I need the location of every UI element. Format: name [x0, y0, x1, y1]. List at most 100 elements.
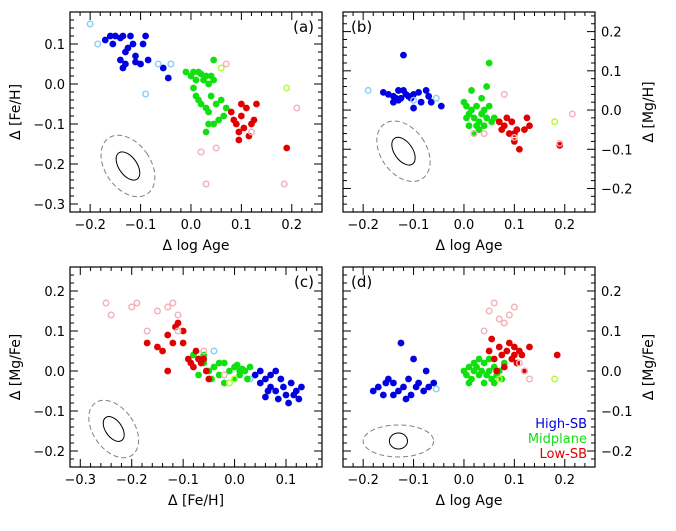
data-point-open-low: [490, 299, 498, 307]
data-points: [364, 51, 576, 153]
data-point-open-low: [520, 367, 528, 375]
data-point-open-low: [202, 180, 210, 188]
data-point-low: [510, 351, 518, 359]
y-tick-label: 0.1: [44, 38, 65, 53]
y-tick-label: −0.3: [33, 198, 65, 213]
data-point-open-mid: [231, 375, 239, 383]
data-point-low: [235, 136, 243, 144]
data-point-high: [397, 339, 405, 347]
data-point-high: [425, 383, 433, 391]
x-tick-label: −0.2: [74, 218, 106, 233]
data-point-high: [417, 98, 425, 106]
x-tick-label: 0.1: [276, 473, 297, 488]
data-point-high: [139, 40, 147, 48]
x-tick-label: 0.0: [224, 473, 245, 488]
data-point-open-low: [293, 104, 301, 112]
data-point-high: [287, 379, 295, 387]
data-point-high: [422, 87, 430, 94]
data-point-low: [516, 145, 523, 153]
data-point-high: [144, 56, 152, 64]
panel-label: (a): [293, 18, 314, 36]
data-point-high: [117, 56, 124, 64]
data-point-mid: [215, 116, 223, 124]
plot-frame: [69, 11, 323, 213]
data-point-open-high: [142, 90, 150, 98]
data-point-high: [285, 399, 292, 407]
data-point-open-low: [480, 130, 488, 138]
y-tick-label: 0.0: [601, 104, 622, 119]
data-point-mid: [220, 359, 228, 367]
data-point-open-low: [174, 311, 182, 319]
error-ellipse-inner: [115, 151, 141, 181]
data-point-high: [274, 395, 282, 403]
plot-frame: [342, 11, 596, 213]
x-tick-label: 0.2: [554, 473, 575, 488]
data-point-high: [129, 40, 137, 48]
data-point-open-low: [133, 299, 141, 307]
data-point-mid: [485, 355, 493, 363]
data-point-mid: [485, 367, 493, 375]
data-point-open-low: [212, 144, 220, 152]
data-point-low: [500, 363, 508, 371]
x-tick-label: 0.2: [281, 218, 302, 233]
data-point-mid: [480, 359, 488, 367]
data-point-low: [553, 351, 561, 359]
x-tick-label: 0.1: [231, 218, 252, 233]
data-point-mid: [470, 114, 478, 122]
data-point-high: [262, 375, 269, 383]
x-tick-label: −0.1: [167, 473, 199, 488]
y-tick-label: 0.0: [44, 365, 65, 380]
data-point-low: [495, 118, 503, 126]
data-point-low: [495, 343, 503, 351]
error-ellipse-outer: [362, 424, 435, 458]
panel-c: −0.3 −0.2 −0.1 0.0 0.1 −0.2 −0.1 0.0 0.1 0.2 Δ [Fe…: [8, 266, 323, 509]
y-axis-label: Δ [Mg/H]: [641, 81, 657, 142]
data-point-low: [192, 347, 200, 355]
data-point-mid: [246, 363, 254, 371]
data-point-low: [526, 343, 533, 351]
x-tick-label: 0.0: [454, 473, 475, 488]
x-axis-label: Δ log Age: [163, 238, 230, 254]
data-point-high: [298, 383, 305, 391]
data-point-mid: [465, 379, 473, 387]
x-tick-label: −0.1: [125, 218, 157, 233]
data-point-open-low: [470, 130, 478, 138]
data-point-mid: [463, 114, 470, 122]
data-point-open-high: [94, 40, 102, 48]
data-point-mid: [190, 84, 197, 92]
y-tick-label: 0.2: [601, 285, 622, 300]
y-tick-label: −0.2: [33, 158, 65, 173]
legend-low-sb: Low-SB: [540, 447, 587, 462]
data-point-low: [179, 327, 187, 335]
legend-midplane: Midplane: [528, 432, 587, 447]
data-point-low: [500, 122, 508, 130]
data-point-open-high: [167, 60, 175, 68]
data-point-high: [407, 391, 415, 399]
data-point-high: [256, 379, 264, 387]
data-point-open-low: [153, 307, 161, 315]
x-tick-label: −0.2: [347, 218, 379, 233]
data-point-open-low: [200, 347, 208, 355]
y-tick-label: −0.2: [33, 445, 65, 460]
data-point-open-low: [515, 359, 523, 367]
data-point-low: [237, 100, 245, 108]
data-point-low: [164, 367, 172, 375]
data-points: [86, 20, 301, 188]
x-tick-label: 0.0: [454, 218, 475, 233]
data-point-open-low: [174, 327, 182, 335]
data-point-mid: [226, 367, 233, 375]
data-point-low: [202, 367, 210, 375]
data-point-high: [262, 393, 269, 401]
plot-frame: [342, 266, 596, 468]
x-tick-label: −0.2: [347, 473, 379, 488]
data-point-mid: [485, 59, 493, 67]
data-point-open-low: [510, 303, 518, 311]
data-point-open-mid: [225, 379, 233, 387]
data-point-open-low: [556, 139, 564, 147]
data-point-high: [374, 383, 382, 391]
data-point-low: [485, 347, 493, 355]
x-tick-label: 0.1: [504, 473, 525, 488]
data-point-open-low: [102, 299, 110, 307]
